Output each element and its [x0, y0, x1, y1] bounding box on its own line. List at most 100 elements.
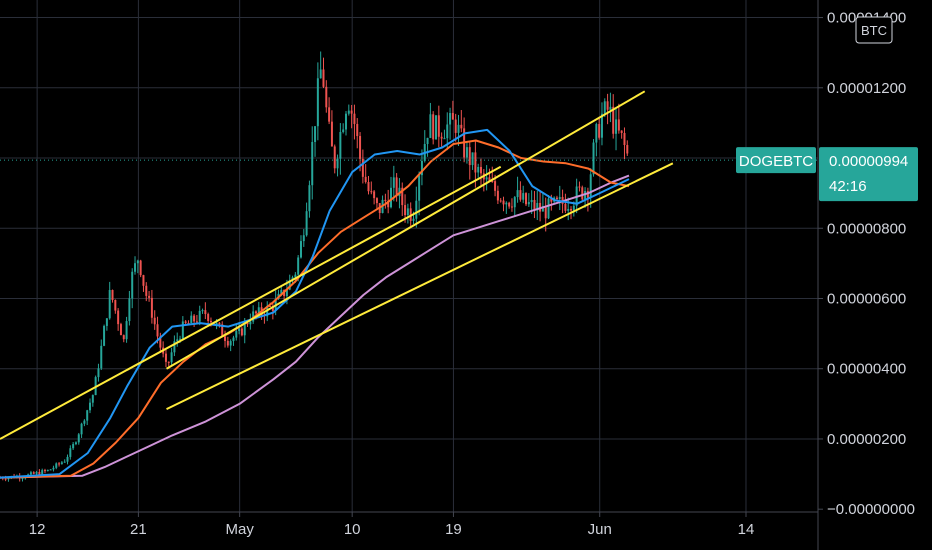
candle-body-212: [595, 124, 598, 143]
candle-body-204: [572, 205, 575, 211]
candle-body-63: [176, 339, 179, 342]
candle-body-124: [347, 110, 350, 114]
candle-body-65: [181, 321, 184, 339]
candle-body-17: [46, 469, 49, 471]
candle-body-117: [328, 107, 331, 122]
candle-body-174: [488, 177, 491, 182]
candle-body-77: [215, 322, 218, 325]
candle-body-118: [330, 121, 333, 147]
candle-body-72: [201, 310, 204, 312]
candle-body-111: [311, 141, 314, 186]
candle-body-130: [364, 176, 367, 183]
candle-body-104: [291, 277, 294, 281]
candle-body-75: [209, 320, 212, 323]
trendline-0[interactable]: [0, 165, 502, 440]
candle-body-31: [86, 410, 89, 421]
x-tick-label-2: May: [225, 521, 254, 538]
candle-body-90: [252, 311, 255, 322]
candle-body-113: [316, 78, 319, 127]
candle-body-41: [114, 299, 117, 311]
candle-body-201: [564, 203, 567, 211]
candle-body-26: [72, 444, 75, 449]
candle-body-213: [598, 124, 601, 138]
candle-body-43: [119, 324, 122, 336]
candle-body-32: [89, 402, 92, 411]
candle-body-53: [148, 295, 151, 298]
y-tick-label-2: 0.00000800: [827, 220, 906, 237]
ma-fast-line: [0, 128, 630, 479]
trendline-1[interactable]: [166, 90, 646, 370]
candle-body-195: [547, 198, 550, 219]
candle-body-184: [516, 190, 519, 198]
candle-body-28: [77, 434, 80, 443]
candle-body-21: [58, 463, 61, 465]
candle-body-122: [342, 129, 345, 133]
candle-body-193: [541, 206, 544, 212]
candle-body-106: [297, 257, 300, 275]
candle-body-153: [429, 114, 432, 138]
candle-body-131: [367, 182, 370, 192]
candle-body-159: [446, 124, 449, 139]
last-price-value: 0.00000994: [829, 153, 908, 170]
candle-body-143: [401, 187, 404, 206]
candle-body-137: [384, 199, 387, 201]
candle-body-211: [592, 142, 595, 175]
candle-body-100: [280, 289, 283, 294]
candle-body-167: [468, 147, 471, 166]
candle-body-127: [356, 123, 359, 137]
candle-body-88: [246, 322, 249, 325]
candle-body-83: [232, 337, 235, 342]
candle-body-80: [224, 336, 227, 341]
candle-body-194: [544, 206, 547, 219]
candle-body-123: [344, 113, 347, 130]
candle-body-157: [440, 136, 443, 139]
candle-body-182: [510, 206, 513, 208]
candle-body-59: [164, 353, 167, 362]
candle-body-163: [457, 124, 460, 133]
candle-body-173: [485, 177, 488, 180]
candle-body-92: [257, 307, 260, 314]
candle-body-55: [153, 317, 156, 325]
candle-body-71: [198, 310, 201, 322]
candle-body-78: [218, 322, 221, 325]
candle-body-73: [204, 310, 207, 315]
candle-body-16: [44, 470, 47, 472]
candle-body-23: [63, 461, 66, 463]
ma-slow-line: [0, 174, 630, 479]
candle-body-178: [499, 200, 502, 202]
candle-body-215: [603, 101, 606, 114]
candle-body-196: [550, 198, 553, 202]
candle-body-216: [606, 101, 609, 110]
candle-body-128: [359, 136, 362, 159]
candle-body-107: [299, 241, 302, 258]
candle-body-45: [125, 321, 128, 340]
candle-body-110: [308, 185, 311, 212]
candle-body-48: [134, 263, 137, 272]
candle-body-24: [66, 456, 69, 462]
candle-body-138: [387, 200, 390, 208]
candle-body-121: [339, 132, 342, 159]
candle-body-49: [136, 260, 139, 264]
candle-body-116: [325, 86, 328, 108]
candle-body-209: [586, 191, 589, 198]
candle-body-102: [285, 289, 288, 297]
candle-body-210: [589, 174, 592, 198]
trendlines: [0, 90, 674, 440]
trendline-2[interactable]: [166, 162, 674, 411]
candle-body-177: [496, 190, 499, 201]
currency-label-box[interactable]: [855, 16, 893, 44]
candle-body-217: [609, 106, 612, 110]
candle-body-91: [254, 311, 257, 314]
candle-body-35: [97, 368, 100, 378]
candle-body-22: [60, 462, 63, 464]
x-tick-label-0: 12: [29, 521, 46, 538]
candle-body-125: [350, 110, 353, 114]
candle-body-203: [570, 208, 573, 211]
candle-body-37: [103, 325, 106, 346]
candle-body-152: [426, 137, 429, 145]
candle-body-18: [49, 469, 52, 471]
candle-body-158: [443, 138, 446, 140]
candle-body-115: [322, 69, 325, 87]
